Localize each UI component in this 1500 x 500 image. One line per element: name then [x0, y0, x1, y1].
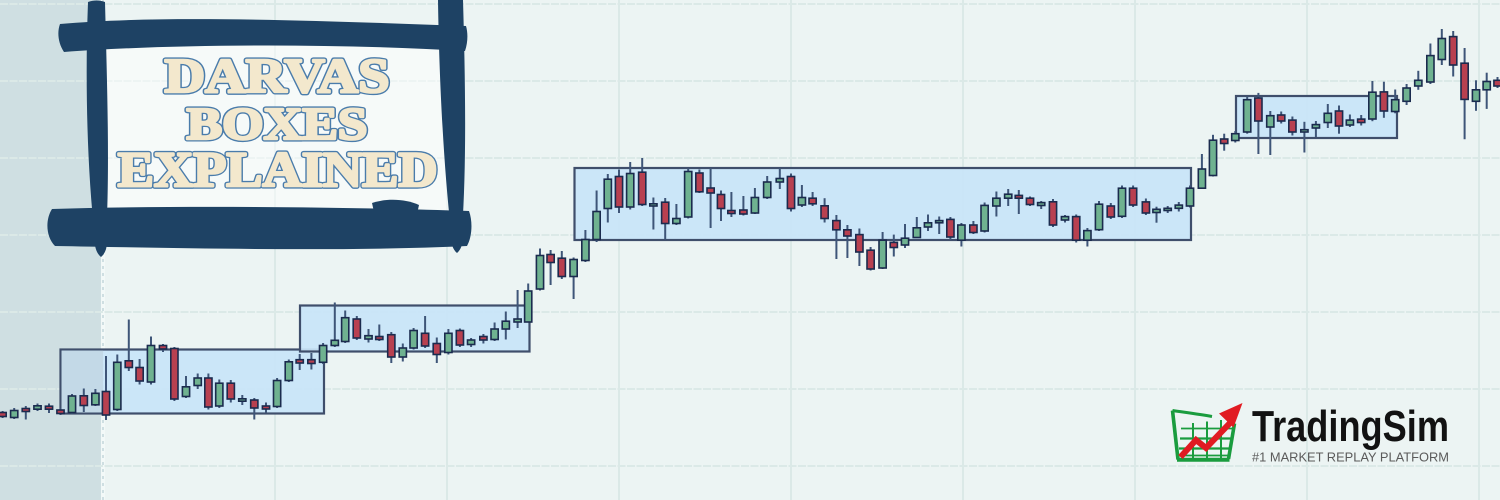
svg-text:TradingSim: TradingSim	[1252, 402, 1449, 451]
svg-text:BOXES: BOXES	[187, 98, 368, 149]
svg-text:DARVAS: DARVAS	[165, 49, 390, 103]
svg-text:EXPLAINED: EXPLAINED	[118, 141, 438, 197]
svg-text:EXPLAINED: EXPLAINED	[118, 141, 438, 197]
svg-text:DARVAS: DARVAS	[165, 49, 390, 103]
svg-text:#1 MARKET REPLAY PLATFORM: #1 MARKET REPLAY PLATFORM	[1252, 451, 1449, 465]
svg-text:BOXES: BOXES	[187, 98, 368, 149]
